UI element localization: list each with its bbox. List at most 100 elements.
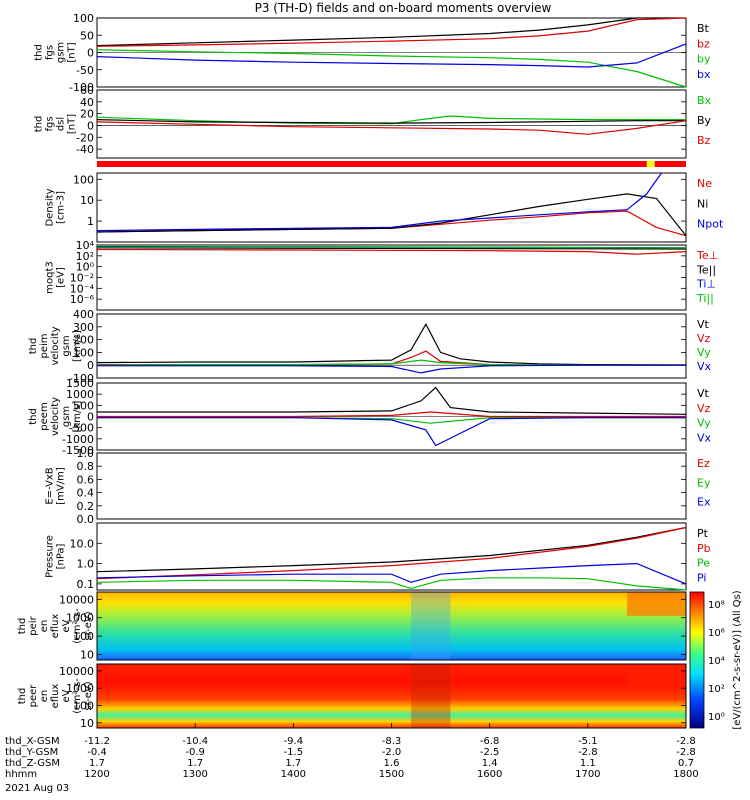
y-tick-label: 1000 <box>66 682 94 695</box>
y-axis-label-line: [nT] <box>67 114 78 134</box>
legend-Ez: Ez <box>697 457 710 470</box>
colorbar-tick-label: 10⁰ <box>708 712 725 723</box>
legend-Te⊥: Te⊥ <box>696 249 718 262</box>
series-line-by <box>96 49 687 88</box>
y-tick-label: 10000 <box>59 665 94 678</box>
x-tick-label: 1.6 <box>384 758 400 769</box>
series-line-Vt <box>97 386 687 415</box>
series-line-Ne <box>96 210 687 237</box>
series-line-Pi <box>96 562 687 585</box>
legend-Vt: Vt <box>697 318 710 331</box>
series-line-Vz <box>97 350 686 366</box>
y-tick-label: 10 <box>80 194 94 207</box>
series-line-Vx <box>97 417 686 447</box>
x-axis-labels: thd_X-GSM -11.2 -10.4 -9.4 -8.3 -6.8 -5.1 -2.8t… <box>5 723 699 794</box>
y-axis-label-line: gsm <box>61 335 72 356</box>
y-tick-label: -100 <box>69 372 94 385</box>
y-tick-label: 50 <box>80 29 94 42</box>
y-axis-label-line: velocity <box>50 397 61 436</box>
y-tick-label: 10000 <box>59 593 94 606</box>
x-tick-label: -0.9 <box>185 747 205 758</box>
x-tick-label: -8.3 <box>382 736 402 747</box>
panel-frame <box>96 313 687 379</box>
y-axis-label-line: [mV/m] <box>56 467 67 505</box>
y-axis-label: thdfgsdsl[nT] <box>34 114 78 134</box>
y-axis-label-line: en <box>39 690 50 703</box>
y-axis-label-line: eV <box>61 689 72 702</box>
x-tick-label: 1600 <box>477 769 502 780</box>
y-tick-label: 0 <box>87 47 94 60</box>
y-tick-label: 0.6 <box>77 473 95 486</box>
x-tick-label: 1.7 <box>285 758 301 769</box>
series-line-Npot <box>96 172 662 232</box>
y-tick-label: -100 <box>69 81 94 94</box>
y-axis-label-line: thd <box>34 44 45 61</box>
x-tick-label: -0.4 <box>87 747 107 758</box>
y-tick-label: 0.8 <box>77 460 95 473</box>
legend-Ex: Ex <box>697 496 711 509</box>
legend-Pb: Pb <box>697 542 711 555</box>
colorbar-label: [eV/(cm^2-s-sr-eV)] (All Qs) <box>732 590 743 729</box>
spectrogram-image <box>97 664 686 728</box>
y-tick-label: 10⁴ <box>76 239 95 252</box>
y-tick-label: 200 <box>73 334 94 347</box>
y-axis-label-line: Density <box>45 188 56 226</box>
y-axis-label: thdpeimvelocitygsm[km/s] <box>28 326 83 365</box>
y-tick-label: 10² <box>76 250 94 263</box>
x-tick-label: -1.5 <box>284 747 304 758</box>
x-tick-label: -2.8 <box>676 736 696 747</box>
y-tick-label: 0.0 <box>77 513 95 526</box>
legend-bx: bx <box>697 68 711 81</box>
y-tick-label: -20 <box>76 131 94 144</box>
panel-efield: 1.00.80.60.40.20.0 E=-VxB[mV/m] Ez Ey Ex <box>45 447 711 526</box>
y-axis-label: thdfgsgsm[nT] <box>34 42 78 63</box>
legend-bz: bz <box>697 37 710 50</box>
spectrogram-image <box>97 592 686 660</box>
legend-Vx: Vx <box>697 360 712 373</box>
x-tick-label: -10.4 <box>182 736 208 747</box>
y-tick-label: 400 <box>73 308 94 321</box>
y-axis-label: thdpeerenefluxeV(cm²-s-sr-eV) <box>17 678 94 714</box>
y-tick-label: 0 <box>87 119 94 132</box>
series-line-Vt <box>96 322 687 366</box>
series-line-Ni <box>96 193 687 237</box>
spectrogram-late-band <box>627 664 686 687</box>
figure-title: P3 (TH-D) fields and on-board moments ov… <box>255 1 552 15</box>
y-axis-label-line: [nT] <box>67 42 78 62</box>
legend-Vy: Vy <box>697 346 711 359</box>
legend-Vx: Vx <box>697 431 712 444</box>
x-tick-label: 1400 <box>281 769 306 780</box>
y-tick-label: 1 <box>87 215 94 228</box>
y-tick-label: 100 <box>73 12 94 25</box>
y-tick-label: 20 <box>80 108 94 121</box>
y-tick-label: -50 <box>76 64 94 77</box>
series-line-Te|| <box>96 247 687 250</box>
panel-frame <box>96 172 687 243</box>
panel-peer-spectrogram: 10000 1000 100 10 thdpeerenefluxeV(cm²-s-sr-… <box>17 663 687 730</box>
status-bar-yellow <box>646 161 655 167</box>
y-axis-label-line: thd <box>28 408 39 425</box>
y-tick-label: 10⁻⁴ <box>70 282 95 295</box>
y-axis-label-line: peer <box>28 684 39 708</box>
legend-Ni: Ni <box>697 197 708 210</box>
y-axis-label-line: thd <box>28 338 39 355</box>
y-axis-label-line: [km/s] <box>72 330 83 362</box>
y-axis-label-line: sr-eV) <box>83 611 94 640</box>
y-axis-label-line: dsl <box>56 117 67 131</box>
x-tick-label: -11.2 <box>84 736 110 747</box>
colorbar-tick-label: 10⁴ <box>708 656 725 667</box>
y-axis-label: Density[cm-3] <box>45 188 67 226</box>
y-axis-label-line: [km/s] <box>72 400 83 432</box>
y-axis-label-line: peim <box>39 333 50 358</box>
y-tick-label: 100 <box>73 699 94 712</box>
y-axis-label-line: gsm <box>56 42 67 63</box>
panel-frame <box>96 244 687 311</box>
colorbar-scale <box>689 591 705 729</box>
x-tick-label: -6.8 <box>480 736 500 747</box>
y-tick-label: 10.0 <box>70 537 95 550</box>
y-axis-label-line: E=-VxB <box>45 467 56 504</box>
legend-by: by <box>697 53 711 66</box>
